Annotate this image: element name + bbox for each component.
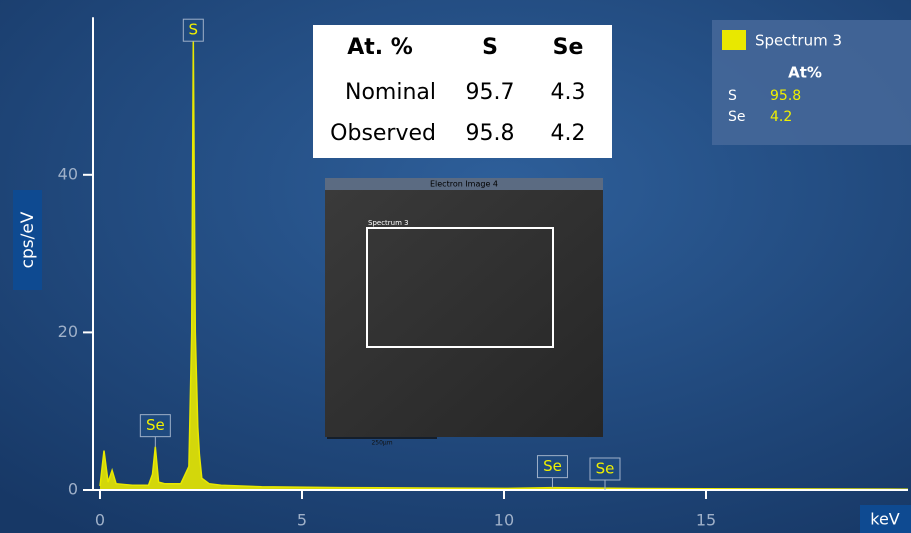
electron-image: Electron Image 4 Spectrum 3 250µm <box>325 178 603 447</box>
x-tick-label: 5 <box>297 511 307 530</box>
chart: 0 5 10 15 0 20 40 S Se Se Se At. % S Se Nominal 95… <box>0 0 911 533</box>
legend-title: At% <box>788 64 822 82</box>
table-cell: Observed <box>330 121 436 146</box>
legend-value: 95.8 <box>770 88 801 104</box>
legend-element: Se <box>728 109 746 125</box>
legend-swatch <box>722 30 746 50</box>
table-cell: 95.7 <box>466 80 515 105</box>
legend-panel: Spectrum 3 At% S 95.8 Se 4.2 <box>712 20 911 145</box>
page: {"chart_data": {"type": "line", "x_label… <box>0 0 911 533</box>
table-cell: 4.3 <box>551 80 586 105</box>
peak-label: S <box>189 21 199 39</box>
scale-label: 250µm <box>371 440 392 447</box>
y-tick-label: 20 <box>58 322 78 341</box>
y-tick-label: 0 <box>68 480 78 499</box>
x-axis-label: keV <box>870 510 900 529</box>
table-header: S <box>482 35 498 60</box>
table-header: At. % <box>347 35 413 60</box>
legend-entry: Spectrum 3 <box>755 32 842 50</box>
table-cell: Nominal <box>345 80 436 105</box>
region-label: Spectrum 3 <box>368 219 409 227</box>
inset-title: Electron Image 4 <box>430 180 498 189</box>
legend-element: S <box>728 88 737 104</box>
table-cell: 95.8 <box>466 121 515 146</box>
y-tick-label: 40 <box>58 164 78 183</box>
table-cell: 4.2 <box>551 121 586 146</box>
x-tick-label: 0 <box>95 511 105 530</box>
peak-label: Se <box>146 416 165 434</box>
composition-table: At. % S Se Nominal 95.7 4.3 Observed 95.… <box>313 25 612 158</box>
table-header: Se <box>553 35 584 60</box>
legend-value: 4.2 <box>770 109 792 125</box>
peak-label: Se <box>596 460 615 478</box>
peak-label: Se <box>543 457 562 475</box>
x-tick-label: 10 <box>494 511 514 530</box>
y-axis-label: cps/eV <box>18 211 38 268</box>
x-tick-label: 15 <box>696 511 716 530</box>
